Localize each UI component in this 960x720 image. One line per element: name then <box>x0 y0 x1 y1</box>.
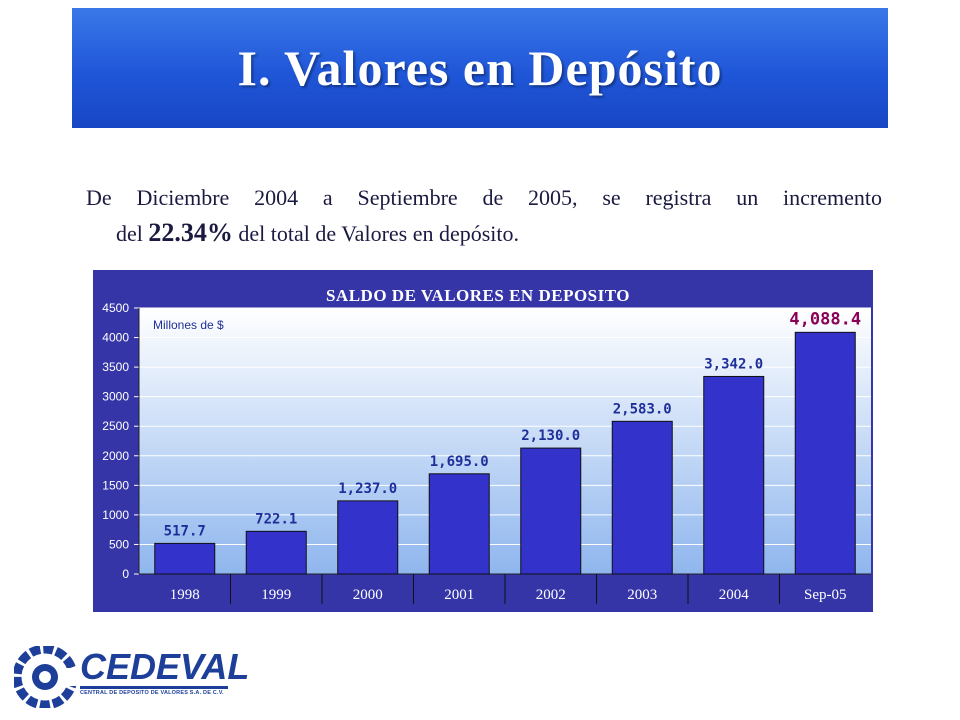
bar <box>337 500 399 575</box>
intro-line-2-post: del total de Valores en depósito. <box>232 220 520 246</box>
logo-rule <box>80 686 228 689</box>
y-tick-label: 2000 <box>102 449 129 463</box>
intro-line-2: del 22.34% del total de Valores en depós… <box>86 214 882 252</box>
y-tick-label: 0 <box>122 567 129 581</box>
intro-paragraph: De Diciembre 2004 a Septiembre de 2005, … <box>86 182 882 252</box>
x-tick-label: 1999 <box>261 587 291 603</box>
title-banner: I. Valores en Depósito <box>72 8 888 128</box>
data-label: 4,088.4 <box>789 309 861 329</box>
y-tick-label: 2500 <box>102 419 129 433</box>
data-label: 1,237.0 <box>338 481 397 497</box>
logo-wordmark: CEDEVAL <box>80 646 250 687</box>
page-title: I. Valores en Depósito <box>237 40 723 96</box>
bar <box>703 375 765 575</box>
bar <box>611 420 673 575</box>
cedeval-logo: CEDEVAL CENTRAL DE DEPOSITO DE VALORES S… <box>14 646 249 710</box>
increase-percentage: 22.34% <box>148 217 233 247</box>
data-label: 3,342.0 <box>704 356 763 372</box>
x-tick-label: 2001 <box>444 587 474 603</box>
bar <box>245 530 307 575</box>
data-label: 722.1 <box>255 511 297 527</box>
x-tick-label: 2002 <box>536 587 566 603</box>
data-label: 1,695.0 <box>430 454 489 470</box>
bar <box>154 542 216 575</box>
bar <box>520 447 582 575</box>
x-tick-label: 2003 <box>627 587 657 603</box>
y-tick-label: 500 <box>109 537 129 551</box>
data-label: 2,583.0 <box>613 401 672 417</box>
bar <box>794 331 856 575</box>
logo-subtitle: CENTRAL DE DEPOSITO DE VALORES S.A. DE C… <box>80 690 224 696</box>
x-tick-label: Sep-05 <box>804 587 847 603</box>
data-label: 517.7 <box>164 523 206 539</box>
y-tick-label: 1000 <box>102 508 129 522</box>
bar-chart: 0 500 1000 1500 2000 2500 3000 3500 4000 4500 SALD… <box>93 270 873 612</box>
y-tick-label: 3500 <box>102 360 129 374</box>
intro-line-2-pre: del <box>116 220 149 246</box>
y-tick-label: 4500 <box>102 301 129 315</box>
x-tick-label: 1998 <box>170 587 200 603</box>
intro-line-1: De Diciembre 2004 a Septiembre de 2005, … <box>86 185 882 210</box>
y-tick-label: 1500 <box>102 478 129 492</box>
logo-emblem-icon <box>14 646 76 708</box>
y-tick-label: 4000 <box>102 331 129 345</box>
chart-title: SALDO DE VALORES EN DEPOSITO <box>326 286 630 305</box>
y-tick-label: 3000 <box>102 390 129 404</box>
bar <box>428 473 490 575</box>
x-tick-label: 2004 <box>719 587 750 603</box>
unit-annotation: Millones de $ <box>153 318 224 332</box>
chart-container: 0 500 1000 1500 2000 2500 3000 3500 4000 4500 SALD… <box>93 270 873 612</box>
x-tick-label: 2000 <box>353 587 383 603</box>
data-label: 2,130.0 <box>521 428 580 444</box>
